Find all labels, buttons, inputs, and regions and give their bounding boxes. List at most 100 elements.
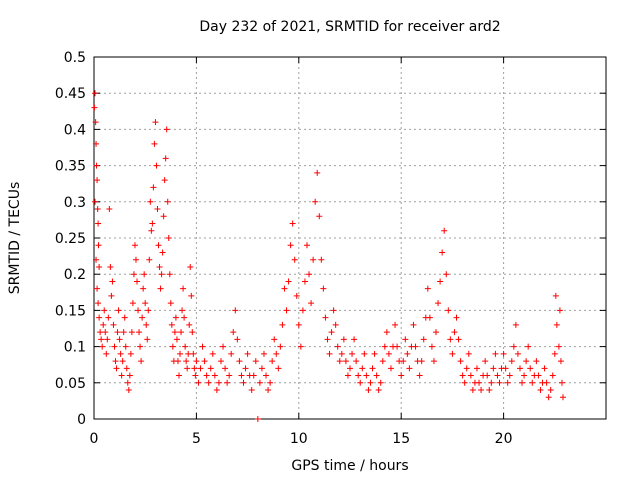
data-point [122, 343, 129, 350]
y-tick-label: 0.3 [64, 195, 86, 211]
data-point [359, 365, 366, 372]
data-point [117, 350, 124, 357]
data-point [91, 104, 98, 111]
data-point [98, 336, 105, 343]
data-point [435, 300, 442, 307]
data-point [488, 379, 495, 386]
data-point [310, 256, 317, 263]
data-point [451, 329, 458, 336]
data-point [164, 198, 171, 205]
data-point [103, 350, 110, 357]
data-point [369, 365, 376, 372]
data-point [559, 394, 566, 401]
data-point [344, 372, 351, 379]
data-point [406, 365, 413, 372]
data-point [295, 321, 302, 328]
data-point [545, 394, 552, 401]
data-point [177, 350, 184, 357]
data-point [267, 379, 274, 386]
data-point [143, 321, 150, 328]
data-point [383, 329, 390, 336]
data-point [172, 314, 179, 321]
data-point [420, 336, 427, 343]
data-point [547, 387, 554, 394]
data-point [494, 372, 501, 379]
data-point [558, 379, 565, 386]
data-point [190, 350, 197, 357]
data-point [510, 343, 517, 350]
data-point [308, 300, 315, 307]
data-point [541, 365, 548, 372]
data-point [465, 350, 472, 357]
data-point [217, 358, 224, 365]
y-tick-label: 0.25 [55, 231, 86, 247]
chart-title: Day 232 of 2021, SRMTID for receiver ard… [199, 19, 500, 35]
data-point [114, 329, 121, 336]
data-point [220, 343, 227, 350]
data-point [412, 343, 419, 350]
data-point [519, 379, 526, 386]
data-point [150, 184, 157, 191]
data-point [107, 263, 114, 270]
data-point [146, 256, 153, 263]
data-point [215, 379, 222, 386]
data-point [191, 365, 198, 372]
data-point [163, 126, 170, 133]
data-point [404, 350, 411, 357]
data-point [258, 365, 265, 372]
data-point [167, 300, 174, 307]
data-point [437, 278, 444, 285]
data-point [453, 314, 460, 321]
data-point [512, 321, 519, 328]
data-point [154, 206, 161, 213]
data-point [244, 350, 251, 357]
data-point [142, 300, 149, 307]
data-point [439, 249, 446, 256]
data-point [334, 343, 341, 350]
data-point [121, 314, 128, 321]
data-point [254, 416, 261, 422]
data-point [557, 358, 564, 365]
data-point [328, 329, 335, 336]
data-point [203, 372, 210, 379]
data-point [201, 358, 208, 365]
data-point [312, 198, 319, 205]
data-point [178, 329, 185, 336]
data-point [226, 372, 233, 379]
data-point [508, 358, 515, 365]
data-point [195, 379, 202, 386]
data-point [97, 329, 104, 336]
data-point [100, 321, 107, 328]
data-point [252, 358, 259, 365]
data-point [162, 155, 169, 162]
data-point [320, 285, 327, 292]
data-point [363, 372, 370, 379]
data-point [322, 314, 329, 321]
data-point [457, 358, 464, 365]
data-point [123, 365, 130, 372]
data-point [449, 350, 456, 357]
data-point [347, 365, 353, 372]
data-point [118, 372, 125, 379]
data-point [263, 372, 270, 379]
data-point [92, 198, 99, 205]
data-point [285, 278, 292, 285]
data-point [351, 336, 358, 343]
data-point [502, 365, 509, 372]
y-tick-label: 0.05 [55, 376, 86, 392]
data-point [182, 343, 189, 350]
data-point [207, 365, 214, 372]
data-point [136, 329, 143, 336]
x-tick-label: 0 [90, 431, 99, 447]
data-point [484, 372, 491, 379]
y-tick-label: 0.2 [64, 267, 86, 283]
data-point [248, 387, 255, 394]
data-point [127, 350, 134, 357]
x-tick-label: 5 [192, 431, 201, 447]
data-point [377, 379, 384, 386]
data-point [228, 350, 235, 357]
data-point [353, 358, 360, 365]
data-point [402, 336, 409, 343]
data-point [275, 365, 282, 372]
